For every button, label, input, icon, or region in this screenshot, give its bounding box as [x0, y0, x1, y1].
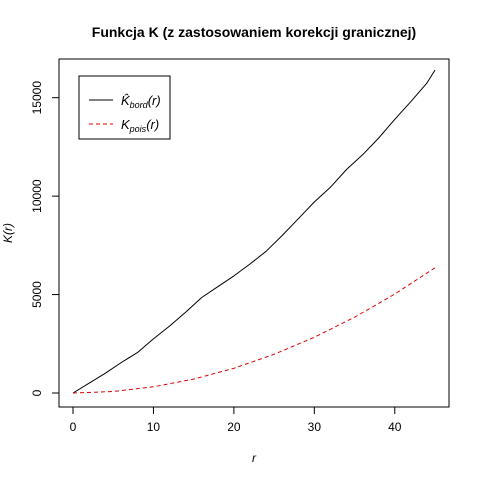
series-line-k-pois [72, 267, 436, 394]
legend-label: K̂bord(r) [121, 93, 161, 110]
x-tick-label: 0 [70, 420, 77, 434]
y-axis: 0 5000 10000 15000 [30, 81, 60, 396]
y-tick-label: 0 [30, 389, 44, 396]
legend-label: Kpois(r) [121, 117, 159, 134]
x-axis: 0 10 20 30 40 [70, 406, 402, 434]
x-tick-label: 40 [388, 420, 402, 434]
legend: K̂bord(r) Kpois(r) [78, 75, 171, 140]
y-tick-label: 5000 [30, 281, 44, 308]
x-tick-label: 20 [227, 420, 241, 434]
x-tick-label: 10 [147, 420, 161, 434]
y-tick-label: 15000 [30, 81, 44, 115]
x-axis-label: r [252, 451, 257, 465]
legend-box [78, 75, 171, 140]
series-line-k-bord [72, 69, 436, 394]
x-tick-label: 30 [308, 420, 322, 434]
series-layer [72, 69, 436, 394]
chart-title: Funkcja K (z zastosowaniem korekcji gran… [92, 24, 416, 40]
y-axis-label: K(r) [1, 223, 15, 243]
y-tick-label: 10000 [30, 179, 44, 213]
